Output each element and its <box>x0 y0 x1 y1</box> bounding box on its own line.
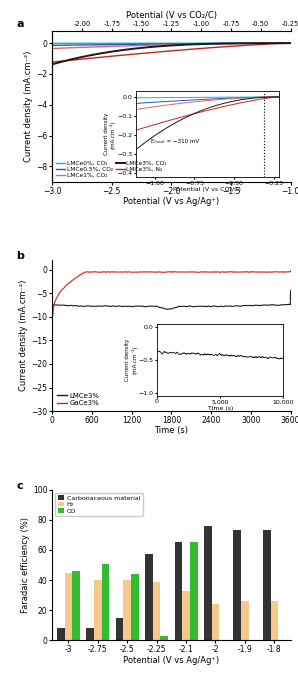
Bar <box>116 618 123 640</box>
Bar <box>233 530 241 640</box>
X-axis label: Potential (V vs CO₂/C): Potential (V vs CO₂/C) <box>126 11 217 20</box>
Bar <box>64 573 72 640</box>
Bar <box>182 590 190 640</box>
X-axis label: Potential (V vs Ag/Ag⁺): Potential (V vs Ag/Ag⁺) <box>123 656 219 664</box>
Y-axis label: Faradaic efficiency (%): Faradaic efficiency (%) <box>21 517 30 613</box>
Bar <box>102 564 109 640</box>
Bar <box>94 580 102 640</box>
Bar <box>241 601 249 640</box>
Text: c: c <box>16 480 23 490</box>
Bar <box>190 543 198 640</box>
Bar <box>212 604 219 640</box>
Bar <box>123 580 131 640</box>
Text: a: a <box>16 18 24 29</box>
Y-axis label: Current density (mA.cm⁻²): Current density (mA.cm⁻²) <box>24 51 33 162</box>
Bar <box>271 601 278 640</box>
Bar <box>263 530 271 640</box>
Bar <box>86 628 94 640</box>
X-axis label: Potential (V vs Ag/Ag⁺): Potential (V vs Ag/Ag⁺) <box>123 197 219 206</box>
Text: b: b <box>16 251 24 261</box>
Legend: Carbonaceous material, H₂, CO: Carbonaceous material, H₂, CO <box>55 493 142 516</box>
Y-axis label: Current density (mA.cm⁻²): Current density (mA.cm⁻²) <box>19 280 28 391</box>
Bar <box>145 554 153 640</box>
Bar <box>72 571 80 640</box>
Legend: LMCe3%, GaCe3%: LMCe3%, GaCe3% <box>56 391 101 408</box>
Bar <box>153 582 160 640</box>
Legend: LMCe0%, CO₂, LMCe0.5%, CO₂, LMCe1%, CO₂, LMCe3%, CO₂, LMCe3%, N₂: LMCe0%, CO₂, LMCe0.5%, CO₂, LMCe1%, CO₂,… <box>55 160 168 179</box>
Bar <box>131 574 139 640</box>
X-axis label: Time (s): Time (s) <box>154 426 188 436</box>
Bar <box>204 526 212 640</box>
Bar <box>57 628 64 640</box>
Bar <box>160 636 168 640</box>
Bar <box>175 543 182 640</box>
